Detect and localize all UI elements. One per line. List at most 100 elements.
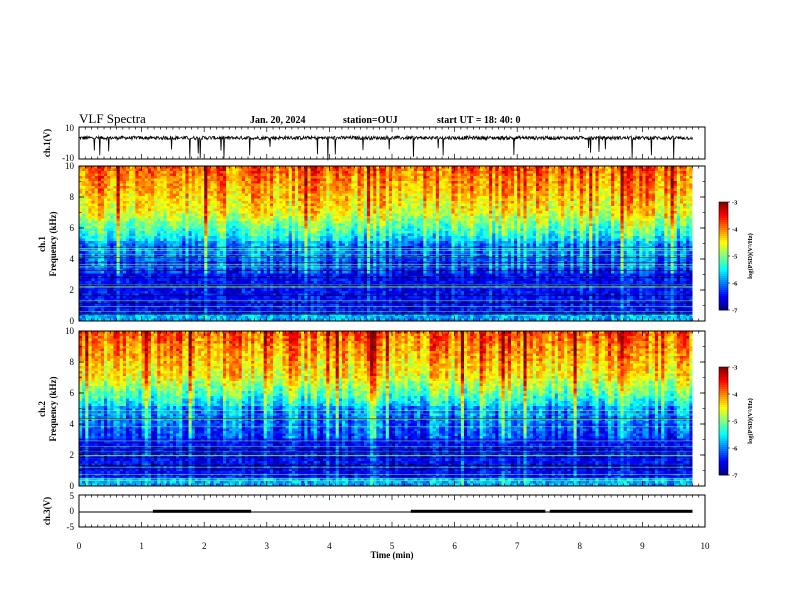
ch1-spec-cell — [557, 188, 562, 192]
ch1-spec-cell — [460, 201, 465, 204]
ch1-spec-cell — [570, 206, 575, 209]
ch1-spec-cell — [122, 176, 127, 179]
ch1-spec-cell — [348, 203, 352, 207]
ch1-spec-cell — [626, 188, 631, 192]
ch1-spec-cell — [110, 173, 114, 177]
ch1-spec-cell — [510, 186, 515, 189]
ch1-spec-cell — [514, 186, 518, 189]
ch1-spec-cell — [363, 168, 368, 172]
ch1-spec-cell — [273, 193, 277, 197]
ch1-spec-cell — [379, 176, 384, 179]
ch1-spec-cell — [658, 178, 662, 182]
ch1-spec-cell — [664, 203, 668, 207]
ch1-spec-cell — [457, 178, 462, 182]
ch1-spec-cell — [201, 208, 205, 212]
ch1-spec-cell — [517, 173, 521, 177]
ch1-spec-cell — [382, 186, 387, 189]
ch1-spec-cell — [373, 173, 377, 177]
ch1-spec-cell — [179, 203, 183, 207]
ch1-spec-cell — [413, 178, 418, 182]
ch1-spec-cell — [257, 196, 262, 199]
ch1-spec-cell — [79, 168, 83, 172]
ch1-spec-cell — [417, 203, 421, 207]
ch1-spec-cell — [304, 183, 308, 187]
ch1-spec-cell — [213, 178, 218, 182]
ch1-spec-cell — [592, 176, 596, 179]
ch1-spec-cell — [539, 173, 543, 177]
ch1-spec-cell — [470, 171, 474, 174]
ch1-spec-cell — [507, 206, 512, 209]
ch1-spec-cell — [410, 183, 415, 187]
ch1-spec-cell — [279, 181, 283, 184]
ch1-spec-cell — [413, 176, 418, 179]
ch1-spec-cell — [185, 203, 190, 207]
ch1-spec-cell — [620, 186, 625, 189]
ch1-spec-cell — [598, 201, 603, 204]
ch1-spec-cell — [554, 171, 559, 174]
ch1-spec-cell — [138, 181, 143, 184]
ch1-spec-cell — [529, 206, 534, 209]
ch1-spec-cell — [607, 186, 612, 189]
ch1-spec-cell — [482, 206, 487, 209]
ch1-spec-cell — [79, 193, 83, 197]
ch1-spec-cell — [232, 213, 236, 217]
ch1-spec-cell — [654, 206, 659, 209]
ch1-spec-cell — [154, 183, 158, 187]
ch1-spec-cell — [495, 181, 499, 184]
ch1-spec-cell — [91, 176, 96, 179]
ch1-spec-cell — [122, 206, 127, 209]
ch1-spec-cell — [476, 201, 481, 204]
ch1-spec-cell — [467, 193, 471, 197]
ch1-spec-cell — [194, 171, 199, 174]
ch1-spec-cell — [141, 171, 146, 174]
ch1-spec-cell — [232, 166, 236, 169]
ch1-spec-cell — [479, 198, 484, 202]
ch1-spec-cell — [201, 188, 205, 192]
ch1-spec-cell — [636, 181, 640, 184]
ch1-spec-cell — [551, 171, 556, 174]
ch1-spec-cell — [122, 166, 127, 169]
ch1-spec-cell — [673, 173, 678, 177]
ch1-spec-cell — [420, 206, 424, 209]
ch1-spec-cell — [551, 181, 556, 184]
ch1-spec-cell — [91, 166, 96, 169]
ch1-spec-cell — [426, 171, 431, 174]
ch1-spec-cell — [445, 208, 449, 212]
ch1-spec-cell — [373, 203, 377, 207]
ch1-spec-cell — [176, 176, 180, 179]
ch1-spec-cell — [557, 193, 562, 197]
ch1-spec-cell — [304, 208, 308, 212]
ch1-spec-cell — [241, 181, 246, 184]
ch1-spec-cell — [457, 201, 462, 204]
ch1-spec-cell — [523, 191, 528, 194]
ch1-spec-cell — [82, 208, 86, 212]
ch1-spec-cell — [664, 168, 668, 172]
ch1-spec-cell — [238, 203, 243, 207]
ch1-spec-cell — [554, 173, 559, 177]
ch1-spec-cell — [520, 211, 524, 214]
ch1-spec-cell — [479, 171, 484, 174]
ch1-spec-cell — [423, 178, 427, 182]
ch1-spec-cell — [326, 176, 330, 179]
ch1-spec-cell — [357, 183, 362, 187]
ch1-spec-cell — [442, 208, 446, 212]
ch1-spec-cell — [323, 168, 327, 172]
ch1-spec-cell — [285, 188, 290, 192]
ch1-spec-cell — [332, 193, 337, 197]
ch1-spec-cell — [504, 211, 509, 214]
ch1-spec-cell — [219, 198, 224, 202]
ch1-spec-cell — [238, 188, 243, 192]
ch1-spec-cell — [179, 191, 183, 194]
ch1-spec-cell — [310, 176, 315, 179]
ch1-spec-cell — [501, 168, 506, 172]
ch1-spec-cell — [607, 191, 612, 194]
ch1-spec-cell — [279, 211, 283, 214]
ch1-spec-cell — [351, 181, 355, 184]
ch1-spec-cell — [633, 171, 637, 174]
ch1-spec-cell — [586, 188, 590, 192]
ch1-spec-cell — [382, 166, 387, 169]
ch1-spec-cell — [470, 203, 474, 207]
ch1-spec-cell — [423, 183, 427, 187]
ch1-spec-cell — [620, 191, 625, 194]
ch1-spec-cell — [104, 213, 108, 217]
